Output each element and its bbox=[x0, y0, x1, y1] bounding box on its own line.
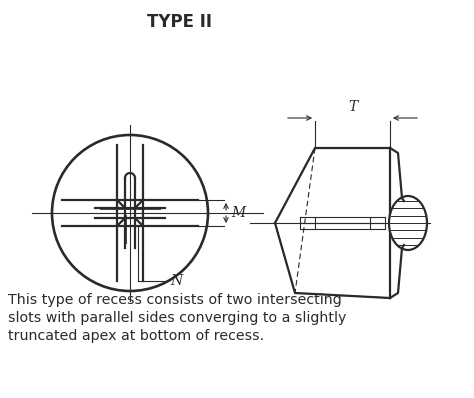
Text: M: M bbox=[231, 206, 245, 220]
Text: T: T bbox=[348, 100, 357, 114]
Text: This type of recess consists of two intersecting: This type of recess consists of two inte… bbox=[8, 293, 342, 307]
Text: slots with parallel sides converging to a slightly: slots with parallel sides converging to … bbox=[8, 311, 346, 325]
Text: N: N bbox=[170, 274, 182, 288]
Ellipse shape bbox=[389, 196, 427, 250]
Text: truncated apex at bottom of recess.: truncated apex at bottom of recess. bbox=[8, 329, 264, 343]
Text: TYPE II: TYPE II bbox=[147, 13, 212, 31]
